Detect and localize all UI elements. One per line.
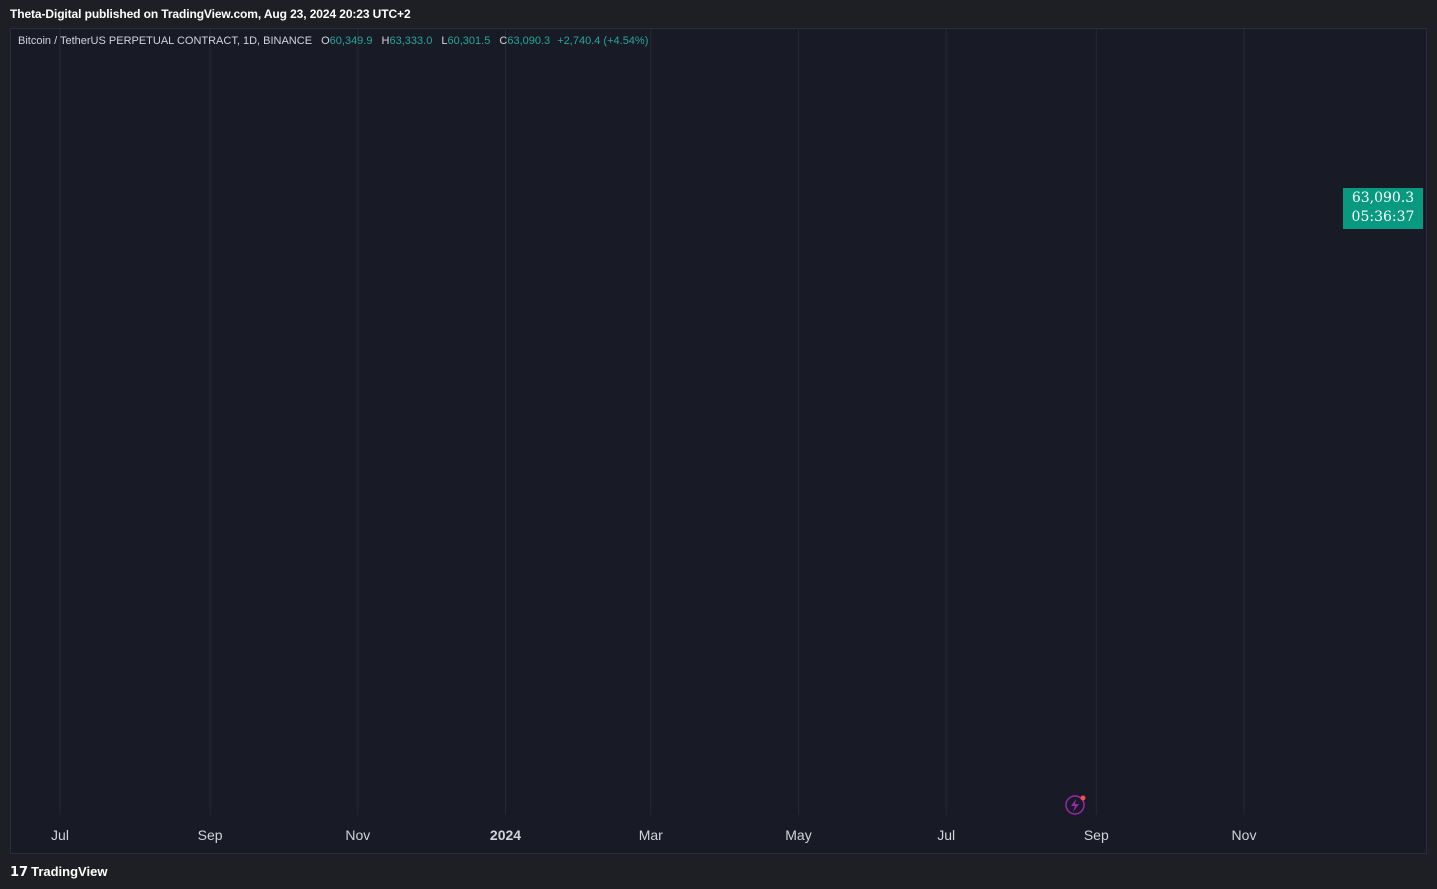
tradingview-logo[interactable]: 𝟭𝟳 TradingView <box>10 864 107 880</box>
last-price-value: 63,090.3 <box>1351 190 1415 206</box>
time-tick-label: Nov <box>345 827 370 843</box>
time-tick-label: Jul <box>51 827 69 843</box>
symbol-legend: Bitcoin / TetherUS PERPETUAL CONTRACT, 1… <box>18 35 648 47</box>
change-value: +2,740.4 (+4.54%) <box>557 35 649 47</box>
publisher-text: Theta-Digital published on TradingView.c… <box>10 7 411 21</box>
close-key: C <box>499 35 508 47</box>
time-tick-label: 2024 <box>490 827 521 843</box>
time-tick-label: May <box>785 827 811 843</box>
time-tick-label: Sep <box>198 827 223 843</box>
time-axis: Jul Sep Nov 2024 Mar May Jul Sep Nov <box>51 827 1256 843</box>
publisher-header: Theta-Digital published on TradingView.c… <box>0 0 1437 28</box>
open-key: O <box>321 35 330 47</box>
last-price-tag: 63,090.3 05:36:37 <box>1343 188 1423 229</box>
open-value: 60,349.9 <box>329 35 373 47</box>
high-key: H <box>381 35 390 47</box>
time-tick-label: Sep <box>1084 827 1109 843</box>
time-tick-label: Mar <box>639 827 663 843</box>
chart-grid <box>59 29 1245 815</box>
lightning-alert-icon[interactable] <box>1065 795 1086 815</box>
bar-countdown: 05:36:37 <box>1351 209 1415 225</box>
symbol-title: Bitcoin / TetherUS PERPETUAL CONTRACT, 1… <box>18 35 313 47</box>
tradingview-logo-icon: 𝟭𝟳 <box>10 865 29 880</box>
close-value: 63,090.3 <box>507 35 551 47</box>
high-value: 63,333.0 <box>389 35 433 47</box>
brand-name: TradingView <box>31 864 108 879</box>
chart-pane[interactable] <box>10 28 1427 854</box>
footer: 𝟭𝟳 TradingView <box>0 856 1437 889</box>
low-value: 60,301.5 <box>447 35 491 47</box>
time-tick-label: Jul <box>937 827 955 843</box>
time-tick-label: Nov <box>1232 827 1257 843</box>
low-key: L <box>441 35 448 47</box>
